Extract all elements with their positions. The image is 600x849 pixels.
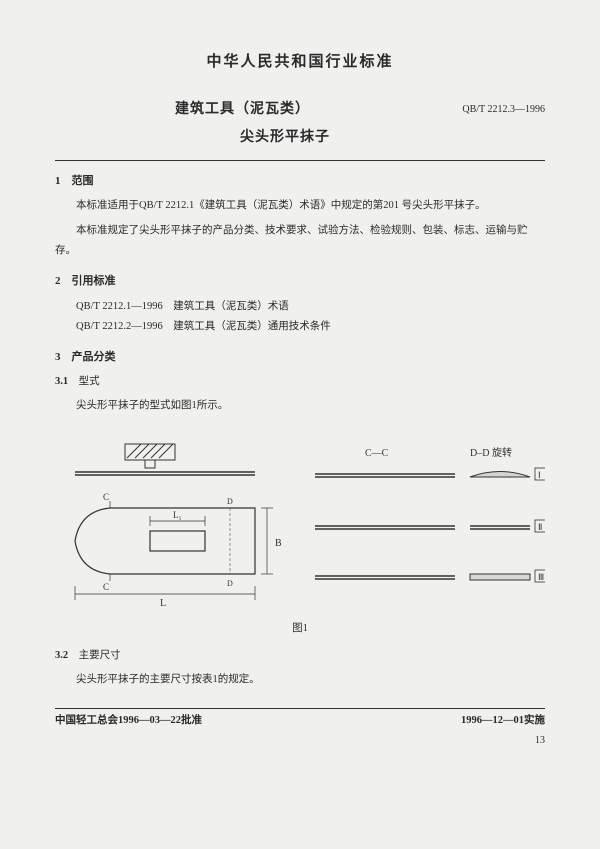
- section-3-2-num: 3.2: [55, 650, 68, 661]
- row-3-label: Ⅲ: [538, 572, 544, 582]
- label-dd: D–D 旋转: [470, 446, 512, 459]
- section-3-num: 3: [55, 351, 61, 363]
- footer-approval: 中国轻工总会1996—03—22批准: [55, 713, 202, 730]
- label-L: L: [160, 598, 166, 609]
- section-3-2-para: 尖头形平抹子的主要尺寸按表1的规定。: [55, 670, 545, 690]
- figure-1: L₁ C C D D L B C—C D–D 旋转 Ⅰ Ⅱ: [55, 436, 545, 611]
- label-C-top: C: [103, 492, 109, 502]
- label-D-top: D: [227, 497, 233, 506]
- section-3-1-title: 型式: [79, 376, 100, 387]
- sub-header-row: 建筑工具（泥瓦类） QB/T 2212.3—1996: [55, 99, 545, 121]
- footer-row: 中国轻工总会1996—03—22批准 1996—12—01实施: [55, 709, 545, 730]
- section-2-heading: 2 引用标准: [55, 273, 545, 291]
- label-B: B: [275, 538, 282, 549]
- country-standard-title: 中华人民共和国行业标准: [55, 50, 545, 74]
- section-3-heading: 3 产品分类: [55, 349, 545, 367]
- label-L1: L₁: [173, 510, 182, 520]
- tool-name-title: 尖头形平抹子: [25, 127, 545, 149]
- section-1-para-2: 本标准规定了尖头形平抹子的产品分类、技术要求、试验方法、检验规则、包装、标志、运…: [55, 221, 545, 261]
- reference-2: QB/T 2212.2—1996 建筑工具（泥瓦类）通用技术条件: [76, 317, 545, 337]
- section-3-1-para: 尖头形平抹子的型式如图1所示。: [55, 396, 545, 416]
- section-1-title: 范围: [72, 175, 94, 187]
- horizontal-rule: [55, 160, 545, 161]
- section-1-num: 1: [55, 175, 61, 187]
- section-3-title: 产品分类: [72, 351, 116, 363]
- reference-list: QB/T 2212.1—1996 建筑工具（泥瓦类）术语 QB/T 2212.2…: [76, 297, 545, 337]
- row-2-label: Ⅱ: [538, 522, 542, 532]
- section-2-title: 引用标准: [72, 275, 116, 287]
- section-2-num: 2: [55, 275, 61, 287]
- section-3-2-heading: 3.2 主要尺寸: [55, 648, 545, 665]
- figure-1-caption: 图1: [55, 621, 545, 638]
- page-number: 13: [55, 733, 545, 749]
- footer-effective: 1996—12—01实施: [461, 713, 545, 730]
- label-cc: C—C: [365, 448, 389, 459]
- reference-1: QB/T 2212.1—1996 建筑工具（泥瓦类）术语: [76, 297, 545, 317]
- section-3-1-heading: 3.1 型式: [55, 374, 545, 391]
- section-1-heading: 1 范围: [55, 173, 545, 191]
- label-D-bot: D: [227, 579, 233, 588]
- section-1-para-1: 本标准适用于QB/T 2212.1《建筑工具（泥瓦类）术语》中规定的第201 号…: [55, 196, 545, 216]
- category-title: 建筑工具（泥瓦类）: [175, 99, 310, 121]
- standard-code: QB/T 2212.3—1996: [462, 102, 545, 118]
- row-1-label: Ⅰ: [538, 470, 541, 480]
- section-3-1-num: 3.1: [55, 376, 68, 387]
- label-C-bot: C: [103, 582, 109, 592]
- section-3-2-title: 主要尺寸: [79, 650, 121, 661]
